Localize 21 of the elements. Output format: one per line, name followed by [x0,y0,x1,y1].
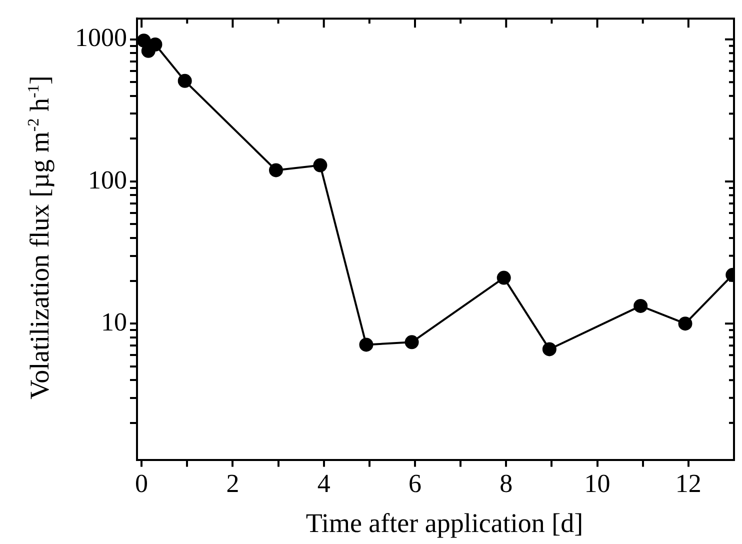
point [178,74,192,88]
x-tick-label: 2 [226,469,240,498]
x-tick-label: 0 [135,469,148,498]
y-tick-label: 1000 [75,23,127,52]
y-tick-label: 10 [101,307,127,336]
point [313,158,328,172]
point [678,316,692,331]
x-tick-label: 12 [675,469,702,498]
point [359,338,374,352]
point [634,298,648,313]
x-tick-label: 10 [584,469,610,498]
x-tick-label: 8 [500,469,513,498]
x-tick-label: 4 [317,469,330,498]
point [496,270,511,285]
point [148,38,162,52]
x-axis-title: Time after application [d] [304,508,584,539]
x-tick-label: 6 [408,469,422,498]
point [404,335,419,350]
point [268,163,283,178]
point [542,342,556,356]
y-tick-label: 100 [88,165,127,194]
